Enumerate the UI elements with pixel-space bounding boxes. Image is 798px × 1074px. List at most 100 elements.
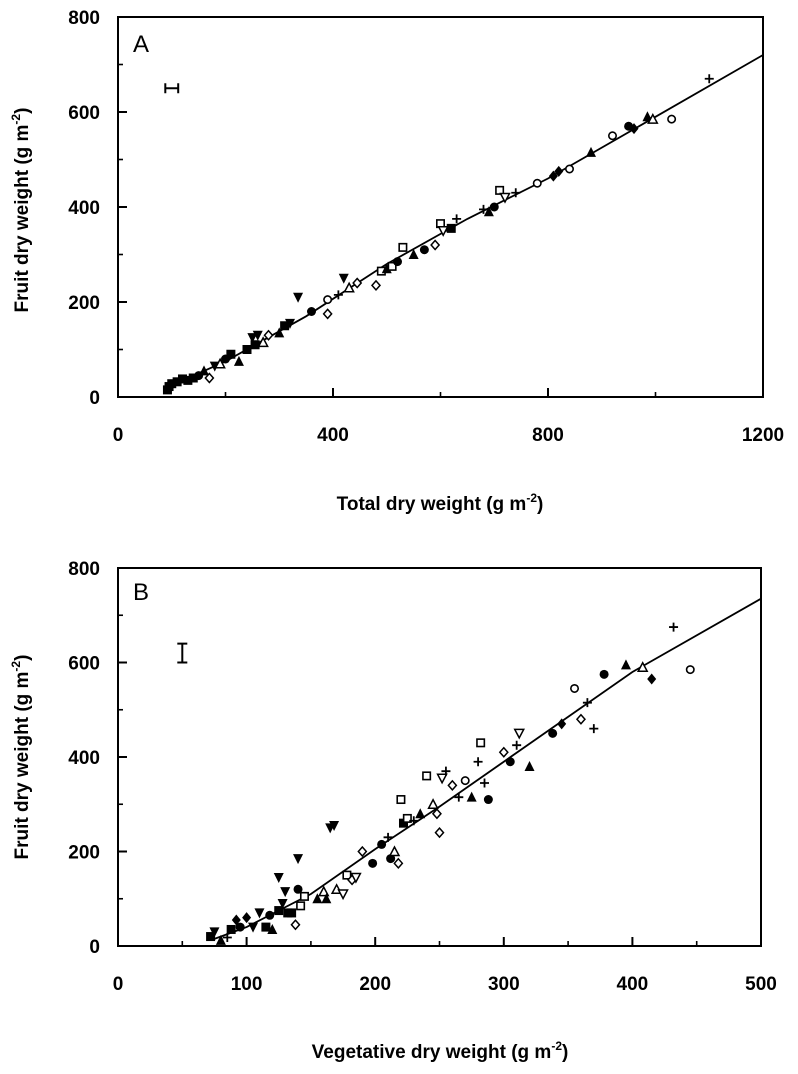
data-point [422, 771, 432, 781]
data-point [548, 170, 558, 182]
data-point [480, 778, 490, 788]
data-point [167, 379, 177, 389]
data-point [273, 872, 284, 883]
data-point [524, 760, 535, 771]
data-point [554, 165, 564, 177]
panel-b-error-bar [177, 642, 188, 664]
data-point [513, 728, 525, 740]
y-tick-label: 800 [68, 559, 100, 580]
data-point [214, 357, 226, 369]
data-point [398, 242, 408, 252]
data-point [460, 776, 470, 786]
data-point [396, 795, 406, 805]
data-point [343, 281, 355, 293]
data-point [512, 740, 522, 750]
data-point [505, 757, 515, 767]
panel-b-x-axis-title: Vegetative dry weight (g m-2) [312, 1039, 569, 1063]
panel-a-label: A [133, 31, 149, 58]
data-point [511, 188, 521, 198]
data-point [357, 845, 368, 858]
data-point [636, 661, 649, 672]
y-tick-label: 800 [68, 8, 100, 29]
data-point [226, 924, 236, 934]
panel-b-label: B [133, 579, 149, 606]
data-point [704, 74, 714, 84]
data-point [233, 355, 244, 366]
y-tick-label: 0 [89, 388, 100, 409]
data-point [427, 798, 439, 809]
data-point [299, 891, 309, 901]
data-point [483, 795, 493, 805]
data-point [402, 813, 412, 823]
data-point [437, 226, 449, 237]
data-point [607, 131, 617, 141]
data-point [293, 884, 303, 894]
data-point [419, 245, 429, 255]
data-point [532, 178, 542, 188]
data-point [430, 239, 441, 251]
data-point [582, 698, 592, 708]
data-point [570, 683, 580, 693]
data-point [629, 123, 639, 135]
data-point [589, 724, 599, 734]
data-point [388, 845, 401, 857]
data-point [409, 816, 419, 826]
data-point [280, 321, 290, 331]
data-point [383, 832, 393, 842]
data-point [231, 914, 241, 926]
y-tick-label: 400 [68, 748, 100, 769]
data-point [247, 333, 258, 344]
data-point [370, 279, 382, 292]
panel-b: B 0 100 200 300 400 500 0 200 400 600 800 Vegetati… [9, 559, 777, 1063]
data-point [564, 164, 574, 174]
panel-b-y-axis-title: Fruit dry weight (g m-2) [9, 655, 33, 860]
data-point [242, 912, 252, 924]
data-point [483, 206, 494, 217]
data-point [204, 372, 215, 384]
data-point [548, 728, 558, 738]
y-tick-label: 200 [68, 843, 100, 864]
data-point [466, 791, 477, 802]
y-tick-label: 200 [68, 293, 100, 314]
data-point [296, 901, 306, 911]
data-point [206, 932, 216, 942]
data-point [293, 292, 304, 303]
panel-b-ticks [117, 567, 762, 947]
data-point [321, 893, 332, 904]
y-tick-label: 400 [68, 198, 100, 219]
data-point [408, 249, 419, 259]
panel-a-y-axis-title: Fruit dry weight (g m-2) [9, 108, 33, 313]
data-point [250, 340, 260, 350]
error-bar [164, 83, 180, 94]
panel-b-plot-frame [117, 567, 762, 947]
data-point [685, 665, 695, 675]
data-point [352, 277, 363, 289]
x-tick-label: 400 [617, 974, 649, 995]
panel-a-error-bar [164, 83, 180, 94]
panel-a-tick-labels: 0 400 800 1200 0 200 400 600 800 [68, 8, 784, 446]
x-tick-label: 200 [359, 974, 391, 995]
data-point [261, 922, 271, 932]
data-point [398, 818, 408, 828]
panel-a-fit-line [166, 54, 764, 389]
data-point [338, 273, 349, 284]
data-point [323, 295, 333, 305]
data-point [350, 872, 362, 884]
data-point [267, 923, 278, 934]
data-point [498, 746, 509, 758]
data-point [215, 934, 226, 945]
data-point [265, 910, 275, 920]
data-point [434, 826, 445, 839]
data-point [446, 223, 456, 233]
data-point [235, 922, 245, 932]
x-tick-label: 0 [113, 425, 124, 446]
data-point [280, 887, 291, 898]
x-tick-label: 500 [745, 974, 777, 995]
data-point [274, 327, 285, 338]
data-point [499, 192, 511, 204]
panel-a-ticks [117, 16, 764, 398]
data-point [377, 839, 387, 849]
x-tick-label: 100 [231, 974, 263, 995]
data-point [263, 329, 274, 341]
